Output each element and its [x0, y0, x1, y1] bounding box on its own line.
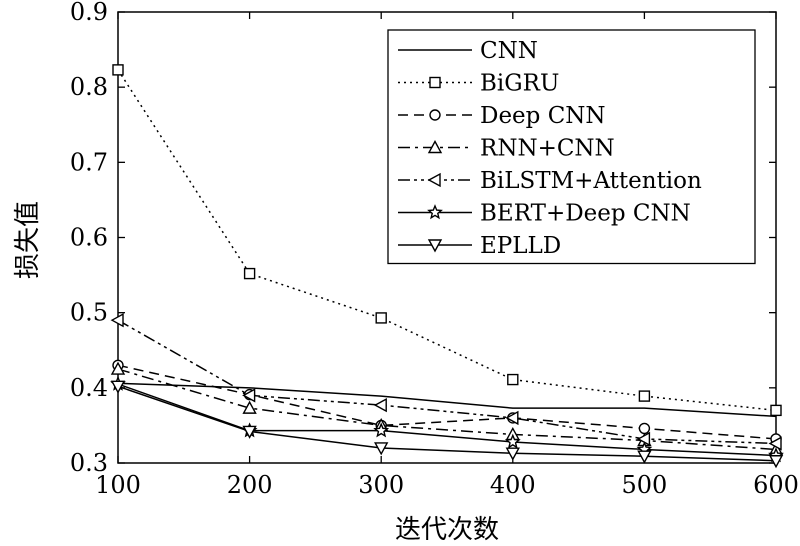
y-tick-label: 0.9: [70, 0, 108, 26]
data-point: [373, 422, 390, 438]
data-point: [768, 455, 784, 469]
series-line: [117, 319, 777, 445]
y-tick-label: 0.3: [70, 449, 108, 477]
data-point: [770, 404, 782, 417]
legend-label: RNN+CNN: [480, 136, 615, 162]
y-tick-label: 0.4: [70, 374, 108, 402]
data-point: [110, 313, 124, 328]
data-point: [375, 312, 387, 324]
series-cnn: [117, 382, 777, 418]
data-point: [637, 450, 652, 464]
x-tick-label: 200: [227, 471, 273, 499]
x-tick-label: 400: [490, 471, 536, 499]
legend-swatch-marker: [429, 76, 441, 89]
data-point: [505, 410, 519, 426]
legend: CNN BiGRU Deep CNN RNN+CNN BiLSTM+Attention B…: [387, 29, 756, 265]
y-axis-title: 损失值: [13, 201, 43, 279]
series-bilstm-attention: [110, 313, 782, 451]
data-point: [242, 425, 257, 439]
legend-label: BERT+Deep CNN: [480, 201, 691, 227]
data-point: [242, 388, 256, 403]
data-point: [373, 397, 387, 413]
data-point: [504, 433, 521, 449]
data-point: [242, 400, 257, 414]
data-point: [505, 447, 520, 461]
y-tick-label: 0.5: [70, 299, 108, 327]
data-point: [638, 422, 651, 435]
legend-label: EPLLD: [480, 233, 561, 259]
legend-label: BiGRU: [480, 71, 559, 97]
y-tick-label: 0.6: [70, 224, 108, 252]
legend-swatch-marker: [427, 239, 443, 253]
data-point: [110, 361, 126, 375]
x-tick-label: 100: [95, 471, 141, 499]
legend-swatch-marker: [429, 109, 441, 121]
series-line: [117, 382, 777, 418]
data-point: [507, 373, 519, 386]
legend-label: BiLSTM+Attention: [480, 168, 702, 194]
series-line: [117, 383, 777, 457]
y-tick-label: 0.7: [70, 148, 108, 176]
series-line: [117, 364, 777, 440]
x-tick-label: 300: [358, 471, 404, 499]
data-point: [638, 390, 651, 402]
data-point: [112, 64, 124, 76]
series-line: [117, 368, 777, 451]
data-point: [636, 431, 651, 447]
x-tick-label: 600: [753, 471, 799, 499]
series-bigru: [112, 64, 782, 417]
legend-swatch-marker: [427, 172, 441, 188]
data-point: [768, 436, 782, 451]
data-point: [374, 442, 389, 456]
series-line: [117, 385, 777, 462]
data-point: [110, 380, 126, 394]
data-point: [243, 267, 256, 280]
legend-swatch-marker: [427, 204, 443, 220]
x-axis-title: 迭代次数: [395, 515, 499, 545]
series-eplld: [110, 380, 784, 469]
legend-label: Deep CNN: [480, 103, 606, 129]
legend-label: CNN: [480, 38, 538, 64]
x-tick-label: 500: [621, 471, 667, 499]
legend-swatch-marker: [427, 140, 443, 154]
y-tick-label: 0.8: [70, 73, 108, 101]
